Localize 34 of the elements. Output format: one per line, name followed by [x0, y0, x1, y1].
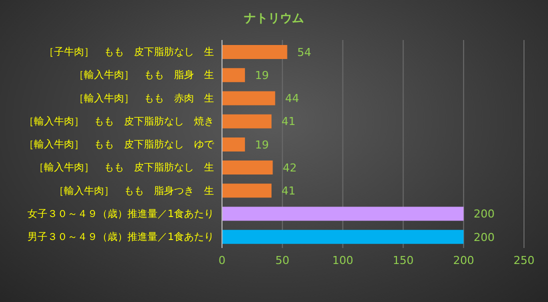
- data-label: 41: [282, 115, 296, 128]
- x-tick-label: 250: [514, 254, 534, 267]
- bar: [222, 45, 288, 59]
- x-tick-label: 100: [332, 254, 354, 267]
- y-tick-label: 男子３０～４９（歳）推進量／1食あたり: [28, 230, 214, 243]
- y-tick-label: 女子３０～４９（歳）推進量／1食あたり: [28, 208, 214, 220]
- y-tick-label: ［輸入牛肉］ もも 脂身つき 生: [54, 184, 214, 197]
- chart-title: ナトリウム: [243, 10, 305, 27]
- y-tick-label: ［輸入牛肉］ もも 皮下脂肪なし 焼き: [24, 115, 214, 128]
- y-tick-label: ［輸入牛肉］ もも 皮下脂肪なし ゆで: [24, 138, 215, 151]
- data-label: 44: [285, 92, 300, 106]
- bar: [222, 184, 272, 198]
- data-label: 200: [474, 208, 495, 221]
- y-tick-label: ［輸入牛肉］ もも 脂身 生: [74, 69, 214, 82]
- data-label: 200: [474, 230, 495, 244]
- y-tick-label: ［輸入牛肉］ もも 皮下脂肪なし 生: [34, 162, 214, 174]
- x-tick-label: 150: [392, 254, 414, 267]
- bar: [222, 206, 464, 221]
- y-tick-label: ［子牛肉］ もも 皮下脂肪なし 生: [44, 46, 214, 58]
- bar: [222, 91, 276, 106]
- data-label: 42: [282, 161, 297, 174]
- bar: [222, 160, 273, 175]
- bar: [222, 68, 245, 82]
- x-tick-label: 200: [453, 254, 474, 267]
- data-label: 19: [254, 138, 269, 152]
- bar: [222, 114, 272, 128]
- data-label: 19: [254, 69, 269, 82]
- data-label: 41: [282, 184, 296, 198]
- y-tick-label: ［輸入牛肉］ もも 赤肉 生: [74, 92, 214, 104]
- data-label: 54: [297, 46, 312, 59]
- bar: [222, 137, 245, 152]
- x-tick-label: 50: [275, 254, 290, 267]
- x-tick-label: 0: [218, 254, 226, 267]
- bar: [222, 230, 464, 244]
